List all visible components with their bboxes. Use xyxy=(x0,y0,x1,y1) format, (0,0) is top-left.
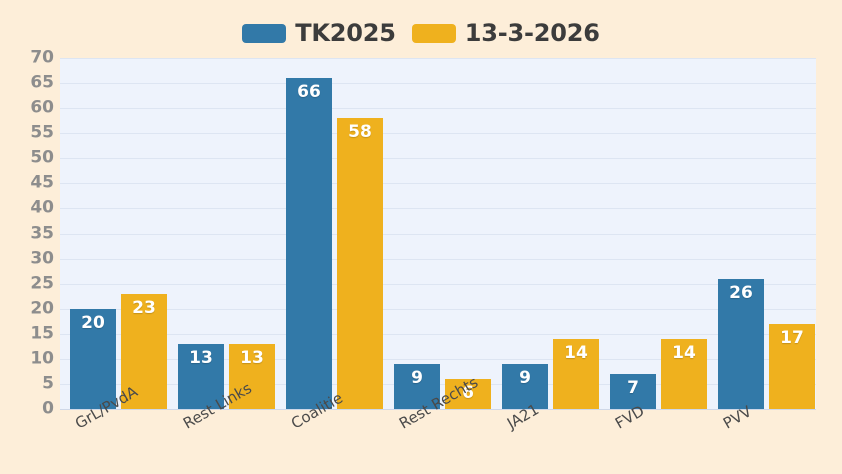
bar[interactable]: 6 xyxy=(445,378,491,409)
bar[interactable]: 13 xyxy=(229,343,275,409)
bar-value-label: 14 xyxy=(564,342,588,363)
bar-value-label: 7 xyxy=(627,377,639,398)
y-axis-tick-label: 40 xyxy=(30,197,54,218)
y-axis-tick-label: 45 xyxy=(30,172,54,193)
bar[interactable]: 7 xyxy=(610,373,656,409)
legend-swatch-icon-13-3-2026 xyxy=(411,23,456,43)
gridline xyxy=(60,233,816,235)
bars-layer: 20 23 13 13 66 58 9 6 9 14 7 14 26 17 xyxy=(60,58,816,409)
gridline xyxy=(60,308,816,310)
bar[interactable]: 14 xyxy=(661,338,707,409)
y-axis-tick-label: 55 xyxy=(30,122,54,143)
bar[interactable]: 58 xyxy=(337,118,383,409)
gridline xyxy=(60,83,816,85)
gridline xyxy=(60,108,816,110)
bar[interactable]: 26 xyxy=(718,278,764,409)
x-axis: GrL/PvdA Rest Links Coalitie Rest Rechts JA2… xyxy=(60,373,816,474)
bar[interactable]: 66 xyxy=(286,78,332,409)
bar[interactable]: 23 xyxy=(121,293,167,409)
legend-item-tk2025[interactable]: TK2025 xyxy=(242,19,396,47)
gridline xyxy=(60,158,816,160)
bar-group: 66 58 xyxy=(276,58,384,409)
bar-value-label: 23 xyxy=(132,297,156,318)
gridline xyxy=(60,183,816,185)
bar-value-label: 26 xyxy=(729,282,753,303)
bar-value-label: 20 xyxy=(81,312,105,333)
bar-group: 9 14 xyxy=(492,58,600,409)
legend-swatch-icon-tk2025 xyxy=(242,23,287,43)
y-axis-tick-label: 15 xyxy=(30,323,54,344)
bar-value-label: 58 xyxy=(348,122,372,143)
y-axis-tick-label: 0 xyxy=(42,398,54,419)
y-axis-tick-label: 25 xyxy=(30,273,54,294)
bar[interactable]: 13 xyxy=(178,343,224,409)
gridline xyxy=(60,58,816,59)
chart-legend: TK2025 13-3-2026 xyxy=(0,16,842,50)
bar-value-label: 13 xyxy=(240,347,264,368)
y-axis-tick-label: 50 xyxy=(30,147,54,168)
gridline xyxy=(60,283,816,285)
legend-item-13-3-2026[interactable]: 13-3-2026 xyxy=(411,19,600,47)
y-axis-tick-label: 70 xyxy=(30,47,54,68)
bar-group: 26 17 xyxy=(708,58,816,409)
gridline xyxy=(60,208,816,210)
legend-label-13-3-2026: 13-3-2026 xyxy=(464,19,600,47)
bar-value-label: 9 xyxy=(411,367,423,388)
bar-group: 20 23 xyxy=(60,58,168,409)
bar-value-label: 14 xyxy=(672,342,696,363)
bar-group: 7 14 xyxy=(600,58,708,409)
gridline xyxy=(60,409,816,410)
y-axis-tick-label: 35 xyxy=(30,223,54,243)
bar[interactable]: 9 xyxy=(394,363,440,409)
y-axis-tick-label: 30 xyxy=(30,248,54,269)
bar[interactable]: 17 xyxy=(769,323,815,409)
gridline xyxy=(60,133,816,135)
bar-value-label: 13 xyxy=(189,347,213,368)
bar-value-label: 66 xyxy=(297,82,321,103)
y-axis-tick-label: 65 xyxy=(30,72,54,93)
bar[interactable]: 14 xyxy=(553,338,599,409)
y-axis-tick-label: 60 xyxy=(30,97,54,118)
gridline xyxy=(60,333,816,335)
bar[interactable]: 20 xyxy=(70,308,116,409)
bar[interactable]: 9 xyxy=(502,363,548,409)
legend-label-tk2025: TK2025 xyxy=(295,19,396,47)
gridline xyxy=(60,358,816,360)
y-axis-tick-label: 10 xyxy=(30,348,54,369)
bar-value-label: 6 xyxy=(462,382,474,403)
bar-group: 13 13 xyxy=(168,58,276,409)
y-axis: 70 65 60 55 50 45 40 35 30 25 20 15 10 5 0 xyxy=(0,49,54,417)
y-axis-tick-label: 20 xyxy=(30,298,54,319)
bar-value-label: 9 xyxy=(519,367,531,388)
y-axis-tick-label: 5 xyxy=(42,373,54,394)
bar-value-label: 17 xyxy=(780,327,804,348)
gridline xyxy=(60,258,816,260)
